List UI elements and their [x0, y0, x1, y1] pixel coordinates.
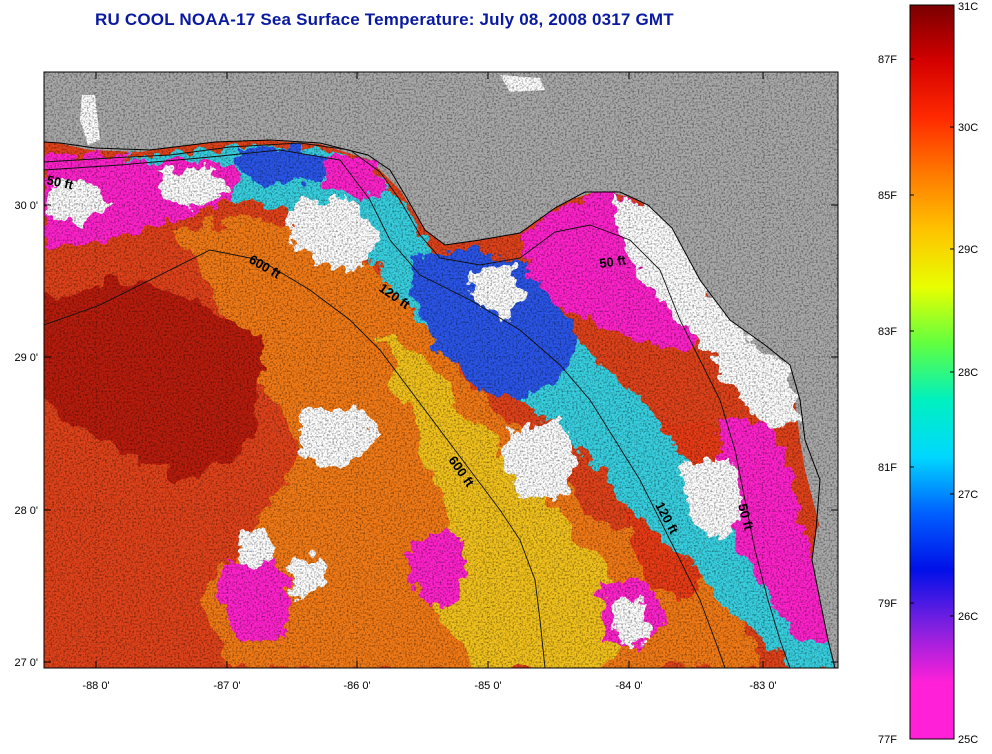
colorbar-celsius-label: 31C — [958, 1, 978, 13]
x-tick-label: -88 0' — [82, 680, 109, 692]
map-frame — [43, 71, 839, 669]
colorbar-ticks — [910, 4, 954, 740]
coastline — [44, 139, 836, 668]
isobath-50ft — [44, 142, 791, 668]
y-tick-label: 28 0' — [14, 505, 38, 517]
colorbar-celsius-label: 27C — [958, 489, 978, 501]
colorbar-celsius-label: 29C — [958, 244, 978, 256]
x-tick-label: -83 0' — [749, 680, 776, 692]
isobath-label: 50 ft — [45, 172, 75, 192]
isobath-120ft — [44, 149, 726, 668]
x-tick-label: -85 0' — [474, 680, 501, 692]
colorbar-fahrenheit-label: 87F — [878, 54, 897, 66]
colorbar-fahrenheit-label: 77F — [878, 734, 897, 746]
colorbar-fahrenheit-label: 81F — [878, 462, 897, 474]
colorbar-fahrenheit-label: 85F — [878, 190, 897, 202]
speckle-noise — [44, 72, 838, 668]
y-tick-label: 27 0' — [14, 657, 38, 669]
x-tick-label: -86 0' — [343, 680, 370, 692]
colorbar-celsius-label: 26C — [958, 611, 978, 623]
y-tick-label: 30 0' — [14, 200, 38, 212]
isobath-label: 50 ft — [598, 252, 627, 271]
x-tick-label: -84 0' — [615, 680, 642, 692]
x-tick-label: -87 0' — [213, 680, 240, 692]
colorbar-celsius-label: 25C — [958, 734, 978, 746]
colorbar-celsius-label: 28C — [958, 367, 978, 379]
colorbar-celsius-label: 30C — [958, 122, 978, 134]
colorbar-fahrenheit-label: 79F — [878, 598, 897, 610]
isobath-label: 50 ft — [735, 502, 757, 532]
colorbar-fahrenheit-label: 83F — [878, 326, 897, 338]
y-tick-label: 29 0' — [14, 352, 38, 364]
isobath-600ft — [44, 249, 546, 668]
map-plot-area — [44, 72, 838, 668]
colorbar-gradient — [909, 4, 955, 740]
axis-ticks — [44, 72, 838, 668]
map-title: RU COOL NOAA-17 Sea Surface Temperature:… — [95, 10, 674, 29]
